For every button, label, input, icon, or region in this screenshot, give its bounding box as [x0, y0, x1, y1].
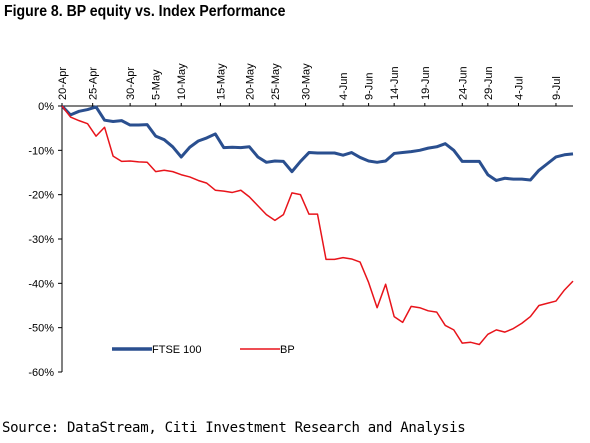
x-tick-label: 30-May — [301, 63, 313, 100]
y-tick-label: -20% — [28, 190, 54, 202]
x-tick-label: 10-May — [176, 63, 188, 100]
source-note: Source: DataStream, Citi Investment Rese… — [2, 420, 466, 436]
legend: FTSE 100 BP — [112, 344, 295, 356]
y-tick-label: 0% — [38, 101, 54, 113]
x-tick-label: 4-Jul — [513, 76, 525, 100]
y-tick-label: -10% — [28, 145, 54, 157]
x-tick-label: 15-May — [215, 63, 227, 100]
series-line-ftse-100 — [60, 104, 574, 182]
x-tick-label: 14-Jun — [389, 66, 401, 100]
series-line-bp — [61, 105, 574, 346]
x-tick-label: 25-May — [270, 63, 282, 100]
x-tick-label: 24-Jun — [457, 66, 469, 100]
legend-label: BP — [280, 344, 295, 356]
x-tick-label: 25-Apr — [88, 67, 100, 100]
x-tick-label: 19-Jun — [420, 66, 432, 100]
x-tick-label: 4-Jun — [338, 72, 350, 100]
x-tick-label: 9-Jun — [364, 72, 376, 100]
series-lines — [60, 104, 574, 346]
y-tick-label: -60% — [28, 367, 54, 379]
y-axis: 0% -10% -20% -30% -40% -50% -60% — [28, 101, 63, 379]
legend-label: FTSE 100 — [152, 344, 202, 356]
x-tick-label: 20-May — [244, 63, 256, 100]
x-tick-label: 9-Jul — [551, 76, 563, 100]
x-tick-label: 20-Apr — [57, 67, 69, 100]
figure-title: Figure 8. BP equity vs. Index Performanc… — [4, 3, 286, 20]
x-tick-label: 5-May — [151, 69, 163, 100]
y-tick-label: -30% — [28, 234, 54, 246]
x-tick-label: 29-Jun — [483, 66, 495, 100]
x-tick-label: 30-Apr — [125, 67, 137, 100]
y-tick-label: -50% — [28, 323, 54, 335]
y-tick-label: -40% — [28, 278, 54, 290]
x-axis-ticks: 20-Apr 25-Apr 30-Apr 5-May 10-May 15-May 20-Ma… — [57, 63, 563, 106]
